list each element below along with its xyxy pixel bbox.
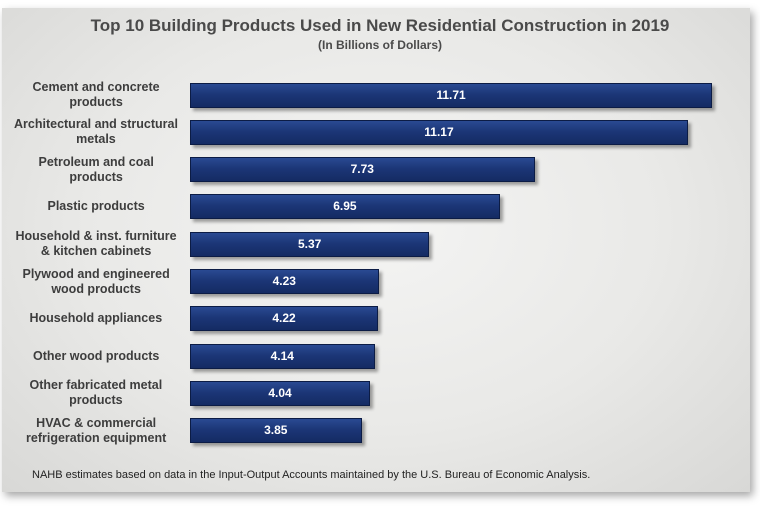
chart-title: Top 10 Building Products Used in New Res… [90,16,670,35]
bar [190,380,371,406]
bar [190,306,379,332]
category-label: Plastic products [47,199,145,214]
bar [190,119,688,145]
category-label: Other wood products [33,348,160,363]
bar [190,343,375,369]
category-label: Petroleum and coal products [38,154,154,184]
category-label: HVAC & commercial refrigeration equipmen… [26,415,167,445]
bar-value-label: 11.17 [424,124,454,139]
bar-value-label: 6.95 [333,199,357,214]
bar-value-label: 3.85 [264,423,288,438]
category-label: Other fabricated metal products [29,378,163,408]
category-label: Cement and concrete products [32,80,160,109]
bar-value-label: 4.22 [272,311,296,326]
bar [190,269,379,294]
category-label: Plywood and engineered wood products [22,266,170,296]
bar-value-label: 11.71 [436,87,466,102]
bar-value-label: 5.37 [298,236,322,251]
bar [190,231,430,257]
bar [190,82,712,108]
bar-value-label: 4.14 [270,348,294,363]
bar-value-label: 7.73 [350,162,374,177]
category-label: Architectural and structural metals [14,117,178,147]
chart-subtitle: (In Billions of Dollars) [317,38,442,52]
chart-footnote: NAHB estimates based on data in the Inpu… [32,469,591,481]
category-label: Household & inst. furniture & kitchen ca… [15,229,177,259]
bar-value-label: 4.04 [268,385,292,400]
bar [190,418,362,444]
category-label: Household appliances [29,311,163,326]
bar [190,157,535,183]
bar-value-label: 4.23 [272,274,296,288]
bar [190,194,500,220]
